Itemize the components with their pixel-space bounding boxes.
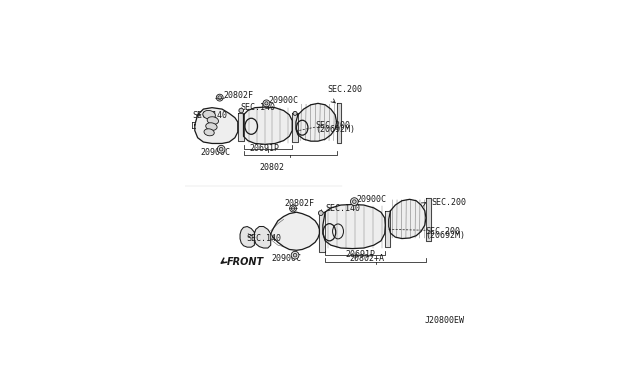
Text: 20900C: 20900C <box>200 148 230 157</box>
Polygon shape <box>319 212 325 252</box>
Text: SEC.200: SEC.200 <box>426 227 460 236</box>
Polygon shape <box>238 113 243 141</box>
Ellipse shape <box>239 108 243 113</box>
Polygon shape <box>243 107 292 144</box>
Text: SEC.140: SEC.140 <box>241 103 276 112</box>
Polygon shape <box>195 108 238 144</box>
Polygon shape <box>254 227 271 248</box>
Text: 20900C: 20900C <box>356 195 387 204</box>
Ellipse shape <box>205 123 217 130</box>
Text: 20691P: 20691P <box>345 250 375 259</box>
Ellipse shape <box>293 253 297 257</box>
Text: SEC.200: SEC.200 <box>432 198 467 207</box>
Polygon shape <box>240 227 254 247</box>
Text: SEC.200: SEC.200 <box>328 84 362 93</box>
Polygon shape <box>296 103 337 141</box>
Ellipse shape <box>353 200 356 203</box>
Text: SEC.140: SEC.140 <box>246 234 281 243</box>
Polygon shape <box>323 205 385 248</box>
Polygon shape <box>292 113 298 142</box>
Text: SEC.200: SEC.200 <box>315 121 350 130</box>
Ellipse shape <box>203 110 216 119</box>
Ellipse shape <box>265 102 268 105</box>
Ellipse shape <box>319 211 323 215</box>
Polygon shape <box>426 198 431 241</box>
Text: 20900C: 20900C <box>271 254 301 263</box>
Ellipse shape <box>220 147 223 151</box>
Text: J20800EW: J20800EW <box>424 316 464 325</box>
Ellipse shape <box>216 94 223 101</box>
Text: SEC.140: SEC.140 <box>192 111 227 120</box>
Text: 20802F: 20802F <box>223 91 253 100</box>
Text: 20691P: 20691P <box>249 144 279 153</box>
Polygon shape <box>385 211 390 247</box>
Ellipse shape <box>218 96 221 99</box>
Ellipse shape <box>263 100 270 107</box>
Text: 20802+A: 20802+A <box>349 254 384 263</box>
Ellipse shape <box>293 111 297 115</box>
Ellipse shape <box>351 198 358 205</box>
Ellipse shape <box>207 117 218 124</box>
Polygon shape <box>337 103 341 144</box>
Text: 20802F: 20802F <box>284 199 314 208</box>
Text: FRONT: FRONT <box>227 257 264 267</box>
Ellipse shape <box>204 129 214 136</box>
Ellipse shape <box>291 251 299 259</box>
Text: (20692M): (20692M) <box>426 231 465 240</box>
Text: SEC.140: SEC.140 <box>326 204 361 213</box>
Polygon shape <box>271 212 319 250</box>
Text: 20900C: 20900C <box>268 96 298 105</box>
Ellipse shape <box>290 205 296 212</box>
Text: 20802: 20802 <box>260 163 285 172</box>
Text: (20692M): (20692M) <box>315 125 355 134</box>
Polygon shape <box>388 199 426 238</box>
Ellipse shape <box>291 207 295 210</box>
Ellipse shape <box>218 145 225 153</box>
